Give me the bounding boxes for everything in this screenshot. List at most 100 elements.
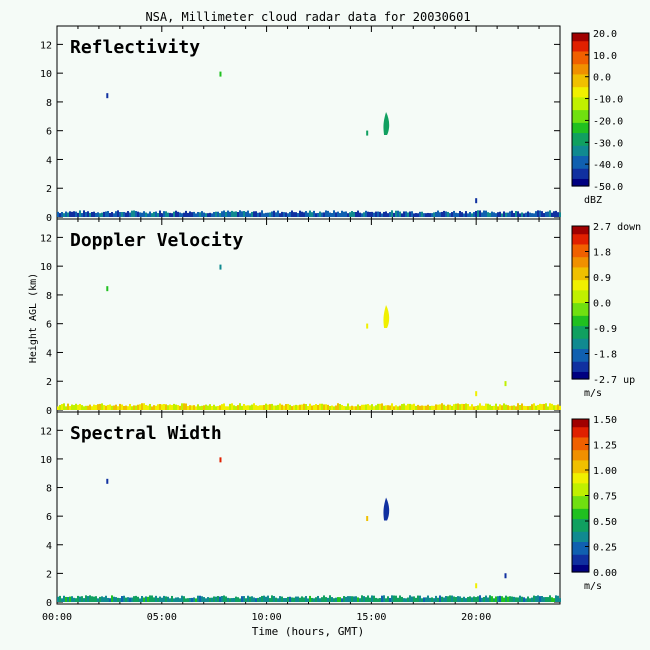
surface-echo-column [333, 210, 335, 217]
surface-echo-column [547, 597, 549, 602]
surface-echo-column [331, 405, 333, 410]
colorbar-segment [572, 490, 589, 494]
surface-echo-column [311, 212, 313, 217]
surface-echo-column [151, 213, 153, 217]
colorbar-segment [572, 299, 589, 304]
colorbar-segment [572, 356, 589, 360]
surface-echo-column [449, 404, 451, 410]
surface-echo-column [421, 598, 423, 602]
surface-echo-column [527, 211, 529, 217]
surface-echo-column [303, 403, 305, 410]
surface-echo-column [349, 596, 351, 602]
surface-echo-column [457, 403, 459, 410]
surface-echo-column [77, 595, 79, 602]
surface-echo-column [273, 405, 275, 410]
colorbar-segment [572, 322, 589, 327]
surface-echo-column [147, 405, 149, 410]
surface-echo-column [381, 403, 383, 410]
y-tick-label: 4 [46, 348, 52, 359]
surface-echo-column [417, 595, 419, 602]
surface-echo-column [315, 597, 317, 602]
surface-echo-column [293, 597, 295, 602]
surface-echo-column [521, 403, 523, 410]
surface-echo-column [411, 404, 413, 410]
surface-echo-column [453, 596, 455, 602]
surface-echo-column [65, 406, 67, 410]
surface-echo-column [409, 403, 411, 410]
surface-echo-column [551, 597, 553, 602]
surface-echo-column [415, 405, 417, 410]
surface-echo-column [191, 212, 193, 217]
surface-echo-column [217, 405, 219, 410]
surface-echo-column [183, 212, 185, 217]
echo-speck [219, 264, 222, 270]
surface-echo-column [257, 597, 259, 602]
surface-echo-column [375, 597, 377, 602]
surface-echo-column [259, 405, 261, 410]
surface-echo-column [225, 596, 227, 602]
surface-echo-column [267, 595, 269, 602]
surface-echo-column [71, 404, 73, 410]
surface-echo-column [549, 595, 551, 602]
surface-echo-column [495, 403, 497, 410]
surface-echo-column [367, 211, 369, 217]
surface-echo-column [253, 403, 255, 410]
surface-echo-column [63, 595, 65, 602]
colorbar-segment [572, 109, 589, 113]
colorbar-segment [572, 53, 589, 57]
colorbar-segment [572, 254, 589, 258]
surface-echo-column [115, 597, 117, 602]
colorbar-frame [571, 32, 590, 187]
surface-echo-column [523, 405, 525, 410]
echo-speck [475, 583, 478, 589]
surface-echo-column [113, 596, 115, 602]
surface-echo-column [401, 404, 403, 410]
surface-echo-column [141, 403, 143, 410]
y-tick-label: 6 [46, 512, 52, 523]
surface-echo-column [311, 597, 313, 602]
surface-echo-column [339, 403, 341, 410]
surface-echo-column [249, 596, 251, 602]
surface-echo-column [409, 211, 411, 217]
colorbar-segment [572, 63, 589, 67]
colorbar-segment [572, 119, 589, 123]
surface-echo-column [425, 213, 427, 217]
surface-echo-column [531, 597, 533, 602]
colorbar-segment [572, 73, 589, 77]
colorbar-segment [572, 449, 589, 453]
surface-echo-column [101, 403, 103, 410]
surface-echo-column [425, 597, 427, 602]
surface-echo-column [471, 597, 473, 602]
surface-echo-column [119, 598, 121, 602]
surface-echo-column [281, 211, 283, 217]
surface-echo-column [57, 406, 59, 410]
surface-echo-column [397, 597, 399, 602]
surface-echo-column [293, 212, 295, 217]
surface-echo-column [387, 405, 389, 410]
surface-echo-column [435, 404, 437, 410]
surface-echo-column [343, 406, 345, 410]
surface-echo-column [557, 404, 559, 410]
surface-echo-column [541, 404, 543, 410]
surface-echo-column [411, 596, 413, 602]
surface-echo-column [65, 211, 67, 217]
surface-echo-column [479, 403, 481, 410]
colorbar-segment [572, 170, 589, 174]
surface-echo-column [61, 404, 63, 410]
surface-echo-column [271, 403, 273, 410]
colorbar-segment [572, 523, 589, 527]
surface-echo-column [171, 213, 173, 217]
surface-echo-column [141, 212, 143, 217]
surface-echo-column [209, 404, 211, 410]
surface-echo-column [277, 404, 279, 410]
surface-echo-column [417, 213, 419, 217]
surface-echo-column [227, 406, 229, 410]
colorbar-segment [572, 163, 589, 167]
surface-echo-column [419, 211, 421, 217]
surface-echo-column [93, 596, 95, 602]
surface-echo-column [179, 405, 181, 410]
colorbar-segment [572, 81, 589, 85]
surface-echo-column [219, 213, 221, 217]
surface-echo-column [385, 598, 387, 602]
surface-echo-column [213, 212, 215, 217]
